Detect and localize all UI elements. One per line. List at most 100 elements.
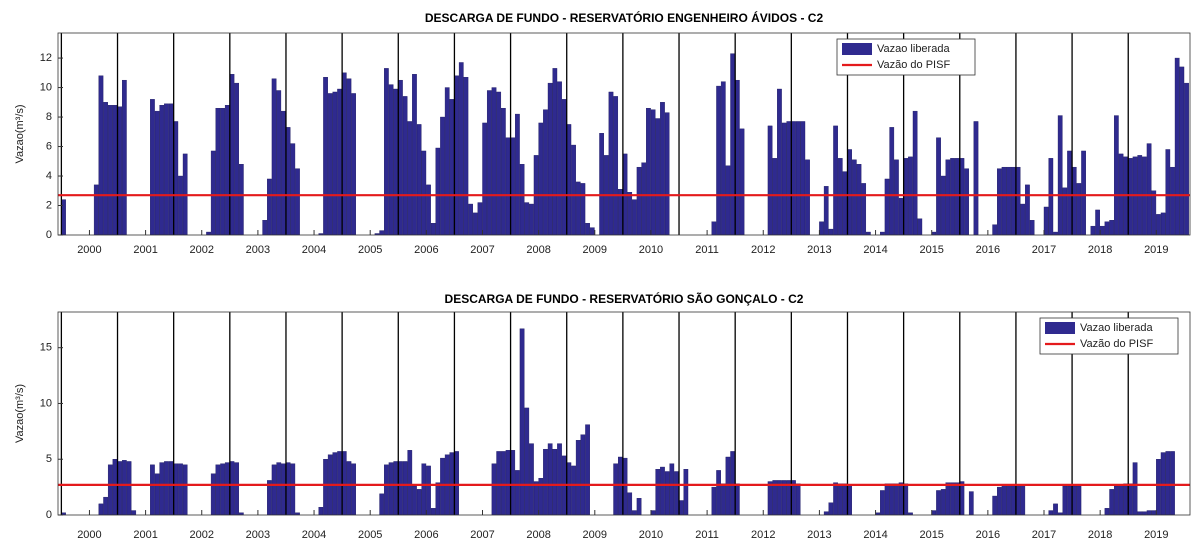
bar [837, 483, 843, 515]
bar [660, 466, 665, 515]
bar [98, 503, 104, 515]
bar [1001, 484, 1007, 515]
bar [917, 218, 923, 235]
x-tick-label: 2011 [695, 529, 719, 541]
bar [898, 197, 904, 235]
bar [1076, 183, 1082, 235]
bar [1118, 484, 1124, 515]
bar [1095, 209, 1100, 235]
bar [164, 103, 169, 235]
bar [1113, 485, 1119, 515]
bar [215, 464, 221, 515]
bar [613, 463, 619, 515]
x-tick-label: 2010 [639, 529, 663, 541]
x-tick-label: 2008 [526, 244, 550, 256]
bar [781, 122, 787, 235]
bar [407, 450, 413, 515]
bar [318, 506, 324, 515]
x-tick-label: 2017 [1032, 244, 1056, 256]
x-tick-label: 2002 [190, 529, 214, 541]
bar [1123, 483, 1129, 515]
bar [1048, 158, 1054, 235]
bar [168, 461, 174, 515]
bar [290, 463, 296, 515]
x-tick-label: 2017 [1032, 529, 1056, 541]
bar [1099, 225, 1105, 235]
bar [543, 448, 548, 515]
bar [351, 463, 356, 515]
y-tick-label: 10 [40, 397, 52, 409]
bar [940, 175, 946, 235]
bar [220, 463, 225, 515]
bar [725, 456, 731, 515]
bar [669, 463, 675, 515]
y-tick-label: 6 [46, 140, 52, 152]
bar [426, 184, 431, 235]
bar [772, 158, 778, 235]
bar [931, 510, 937, 515]
bar [889, 127, 895, 235]
bar [1090, 225, 1096, 235]
bar [412, 74, 417, 235]
bar [767, 481, 773, 515]
bar [112, 459, 118, 515]
bar [837, 158, 843, 235]
bar [93, 184, 99, 235]
bar [332, 452, 338, 515]
x-tick-label: 2014 [863, 529, 887, 541]
bar [1109, 220, 1115, 235]
legend-swatch-bar [1045, 322, 1075, 334]
bar [880, 490, 885, 515]
x-tick-label: 2000 [77, 529, 101, 541]
bar [430, 508, 436, 515]
bar [950, 482, 955, 515]
bar [533, 481, 539, 515]
bar [1137, 511, 1143, 515]
bar [1006, 484, 1012, 515]
bar [940, 489, 946, 515]
bar [561, 99, 567, 235]
bar [828, 228, 834, 235]
bar [1146, 510, 1152, 515]
bar [823, 511, 829, 515]
bar [271, 464, 277, 515]
bar [416, 489, 422, 515]
bar [1067, 150, 1072, 235]
bar [823, 186, 829, 235]
bar [646, 107, 651, 235]
x-tick-label: 2004 [302, 244, 326, 256]
bar [323, 459, 328, 515]
x-tick-label: 2003 [246, 529, 270, 541]
legend-label: Vazão do PISF [1080, 338, 1153, 350]
bar [379, 230, 385, 235]
bar [1057, 115, 1063, 235]
bar [571, 144, 576, 235]
bar [238, 164, 244, 235]
bar [178, 463, 183, 515]
bar [664, 112, 670, 235]
x-tick-label: 2016 [976, 529, 1000, 541]
bar [1151, 190, 1157, 235]
y-tick-label: 0 [46, 509, 52, 521]
x-tick-label: 2000 [77, 244, 101, 256]
bar [716, 85, 721, 235]
bar [557, 443, 562, 515]
x-tick-label: 2002 [190, 244, 214, 256]
chart-title: DESCARGA DE FUNDO - RESERVATÓRIO SÃO GON… [445, 291, 804, 306]
bar [650, 510, 656, 515]
x-tick-label: 2007 [470, 529, 494, 541]
bar [164, 461, 169, 515]
bar [234, 462, 240, 515]
y-tick-label: 5 [46, 453, 52, 465]
bar [379, 493, 385, 515]
bar [543, 109, 548, 235]
bar [505, 137, 511, 235]
x-tick-label: 2011 [695, 244, 719, 256]
x-tick-label: 2001 [133, 529, 157, 541]
bar [440, 457, 445, 515]
bar [968, 491, 974, 515]
bar [580, 183, 586, 235]
bar [519, 164, 525, 235]
legend-label: Vazao liberada [1080, 322, 1153, 334]
